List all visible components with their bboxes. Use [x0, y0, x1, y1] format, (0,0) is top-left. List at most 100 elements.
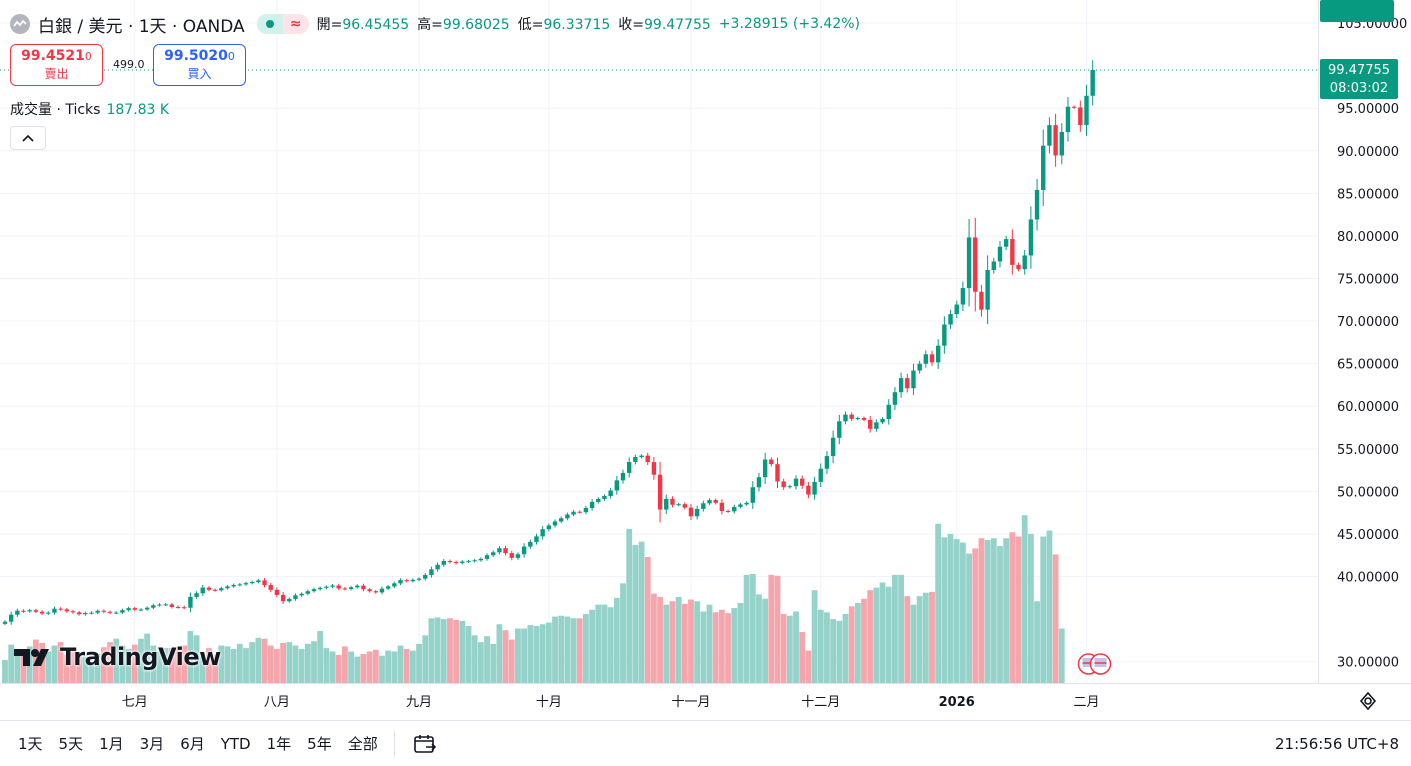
buy-button[interactable]: 99.50200 買入	[153, 44, 246, 86]
price-chart[interactable]: 105.0000095.0000090.0000085.0000080.0000…	[0, 0, 1411, 720]
volume-indicator-label[interactable]: 成交量 · Ticks 187.83 K	[10, 99, 169, 119]
candle-body	[818, 468, 823, 482]
candle-body	[15, 610, 20, 615]
volume-bar	[385, 650, 392, 683]
volume-bar	[725, 613, 731, 683]
price-tick-label: 90.00000	[1337, 145, 1399, 160]
candle-body	[664, 498, 669, 510]
candle-body	[682, 504, 687, 508]
volume-bar	[181, 645, 188, 683]
volume-bar	[786, 615, 793, 683]
candle-body	[732, 506, 737, 512]
volume-bar	[150, 645, 157, 683]
candle-body	[237, 584, 243, 586]
symbol-title[interactable]: 白銀 / 美元 · 1天 · OANDA	[38, 16, 245, 37]
volume-bar	[527, 625, 534, 683]
candle-body	[923, 354, 929, 364]
volume-bar	[916, 596, 923, 683]
range-all[interactable]: 全部	[347, 735, 378, 753]
volume-bar	[409, 650, 416, 683]
volume-bar	[780, 614, 787, 683]
volume-bar	[447, 618, 453, 683]
candle-body	[651, 462, 657, 475]
volume-bar	[100, 647, 107, 683]
timezone-clock[interactable]: 21:56:56 UTC+8	[1275, 734, 1399, 753]
candle-body	[404, 580, 409, 582]
ohlc-open: 開=96.45455	[316, 17, 410, 33]
volume-bar	[651, 593, 657, 683]
candle-body	[398, 580, 403, 584]
volume-bar	[768, 574, 775, 683]
candle-body	[52, 608, 57, 613]
candle-body	[293, 595, 298, 599]
range-1d[interactable]: 1天	[18, 735, 43, 753]
chart-grid	[0, 0, 1411, 684]
candle-body	[892, 392, 898, 405]
candle-body	[503, 548, 508, 554]
range-5y[interactable]: 5年	[307, 735, 332, 753]
candle-body	[107, 611, 113, 613]
volume-bar	[583, 614, 589, 683]
range-3m[interactable]: 3月	[139, 735, 165, 753]
volume-bar	[539, 624, 546, 683]
volume-bar	[311, 641, 317, 683]
volume-indicator-value: 187.83 K	[106, 102, 170, 118]
candle-body	[905, 378, 910, 389]
candle-body	[472, 560, 477, 562]
volume-bar	[298, 648, 305, 683]
candle-body	[447, 561, 453, 563]
range-6m[interactable]: 6月	[180, 735, 205, 753]
market-status-pill[interactable]: ≈	[256, 14, 309, 34]
range-1m[interactable]: 1月	[99, 735, 124, 753]
candle-body	[596, 498, 601, 502]
volume-bar	[712, 612, 719, 683]
volume-bar	[416, 643, 422, 683]
candle-body	[33, 610, 39, 612]
volume-bar	[372, 649, 379, 683]
candle-body	[1071, 106, 1077, 108]
range-1y[interactable]: 1年	[266, 735, 292, 753]
candle-body	[824, 456, 830, 469]
buy-label: 買入	[187, 67, 212, 81]
toolbar-divider	[393, 730, 395, 757]
candle-body	[280, 594, 286, 602]
candle-body	[849, 414, 854, 419]
chart-settings-icon[interactable]	[1356, 690, 1380, 712]
candle-body	[738, 504, 743, 507]
candle-body	[212, 589, 218, 591]
candle-body	[243, 583, 249, 585]
volume-bar	[113, 638, 120, 683]
candle-body	[657, 474, 663, 510]
candle-body	[1041, 145, 1046, 190]
candle-body	[1053, 125, 1058, 156]
candle-body	[58, 608, 63, 610]
volume-bar	[490, 643, 497, 683]
volume-bars	[2, 515, 1065, 683]
candle-body	[39, 611, 45, 614]
volume-bar	[947, 533, 954, 683]
ohlc-close: 收=99.47755	[618, 17, 711, 33]
candle-body	[330, 585, 335, 587]
calendar-range-icon[interactable]	[413, 733, 437, 755]
candle-body	[583, 508, 589, 513]
volume-bar	[360, 654, 367, 683]
candle-body	[1047, 125, 1052, 146]
tradingview-logo[interactable]: TradingView	[14, 643, 221, 671]
sell-button[interactable]: 99.45210 賣出	[10, 44, 103, 86]
candle-body	[670, 498, 675, 505]
candle-body	[219, 588, 224, 591]
range-5d[interactable]: 5天	[58, 735, 84, 753]
time-tick-label: 2026	[939, 695, 975, 710]
range-ytd[interactable]: YTD	[220, 735, 251, 753]
volume-bar	[144, 633, 151, 683]
time-tick-label: 八月	[264, 695, 290, 710]
volume-bar	[391, 651, 398, 683]
candle-body	[460, 561, 465, 564]
candle-body	[416, 578, 422, 580]
collapse-indicators-button[interactable]	[10, 126, 46, 150]
symbol-header: 白銀 / 美元 · 1天 · OANDA ≈ 開=96.45455 高=99.6…	[10, 8, 860, 40]
candle-body	[614, 480, 620, 491]
volume-bar	[737, 602, 744, 683]
time-tick-label: 九月	[406, 695, 432, 710]
volume-bar	[873, 587, 880, 683]
